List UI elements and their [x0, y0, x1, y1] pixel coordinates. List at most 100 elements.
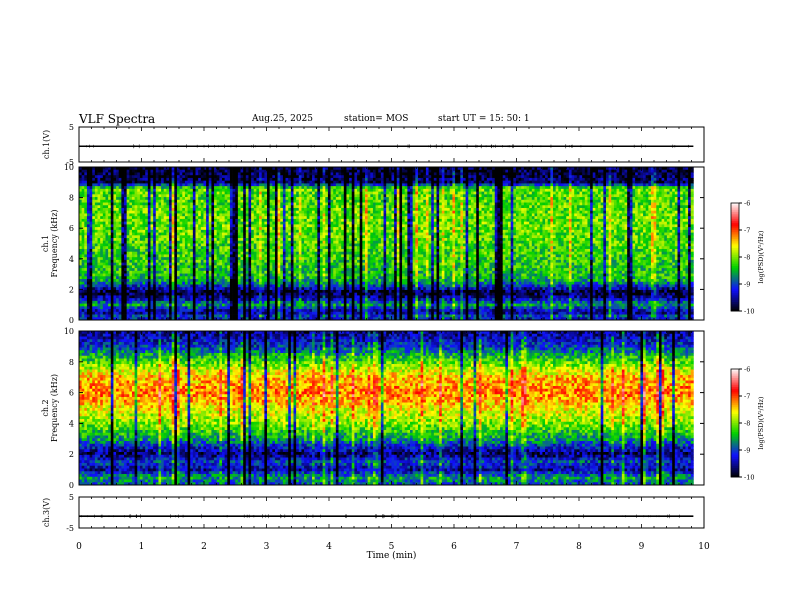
spectrogram-cell: [126, 248, 130, 253]
spectrogram-cell: [256, 199, 260, 203]
spectrogram-cell: [269, 221, 273, 225]
spectrogram-cell: [118, 177, 122, 182]
spectrogram-cell: [94, 199, 98, 203]
spectrogram-cell: [251, 311, 255, 315]
spectrogram-cell: [81, 232, 85, 236]
spectrogram-cell: [89, 259, 93, 263]
spectrogram-cell: [298, 169, 302, 173]
spectrogram-cell: [208, 270, 212, 274]
spectrogram-cell: [195, 177, 199, 182]
spectrogram-cell: [277, 221, 281, 225]
spectrogram-cell: [272, 273, 276, 277]
spectrogram-cell: [227, 202, 231, 206]
spectrogram-cell: [145, 238, 149, 242]
spectrogram-cell: [110, 218, 114, 222]
spectrogram-cell: [145, 224, 149, 228]
spectrogram-cell: [261, 298, 265, 302]
spectrogram-cell: [248, 191, 252, 195]
spectrogram-cell: [251, 298, 255, 302]
spectrogram-cell: [256, 246, 260, 250]
spectrogram-cell: [176, 197, 180, 201]
spectrogram-cell: [293, 254, 297, 258]
spectrogram-cell: [288, 268, 292, 272]
spectrogram-cell: [145, 295, 149, 299]
spectrogram-cell: [224, 295, 228, 299]
spectrogram-cell: [171, 186, 175, 190]
spectrogram-cell: [261, 205, 265, 209]
spectrogram-cell: [79, 205, 82, 209]
spectrogram-cell: [253, 180, 257, 184]
spectrogram-cell: [105, 210, 109, 214]
spectrogram-cell: [192, 287, 196, 291]
spectrogram-cells: [79, 167, 694, 321]
spectrogram-cell: [174, 287, 178, 291]
spectrogram-cell: [208, 202, 212, 206]
spectrogram-cell: [190, 259, 194, 263]
spectrogram-cell: [166, 295, 170, 299]
spectrogram-cell: [224, 224, 228, 228]
spectrogram-cell: [240, 188, 244, 192]
spectrogram-cell: [187, 188, 191, 192]
spectrogram-cell: [259, 281, 263, 285]
spectrogram-cell: [134, 303, 138, 307]
spectrogram-cell: [290, 287, 294, 291]
spectrogram-cell: [121, 292, 125, 296]
spectrogram-cell: [169, 287, 173, 291]
spectrogram-cell: [142, 309, 146, 313]
spectrogram-cell: [184, 259, 188, 263]
spectrogram-cell: [224, 180, 228, 184]
spectrogram-cell: [110, 186, 114, 190]
spectrogram-cell: [229, 177, 233, 182]
spectrogram-cell: [126, 183, 130, 187]
spectrogram-cell: [264, 213, 268, 217]
spectrogram-cell: [179, 273, 183, 277]
spectrogram-cell: [229, 311, 233, 315]
spectrogram-cell: [293, 191, 297, 195]
spectrogram-cell: [129, 287, 133, 291]
spectrogram-cell: [282, 270, 286, 274]
spectrogram-cell: [232, 188, 236, 192]
spectrogram-cell: [274, 243, 278, 247]
spectrogram-cell: [290, 295, 294, 299]
spectrogram-cell: [235, 309, 239, 313]
spectrogram-cell: [296, 298, 300, 302]
spectrogram-cell: [182, 317, 186, 321]
spectrogram-cell: [293, 197, 297, 201]
spectrogram-cell: [92, 265, 96, 269]
spectrogram-cell: [110, 311, 114, 315]
spectrogram-cell: [169, 292, 173, 296]
spectrogram-cell: [274, 298, 278, 302]
spectrogram-cell: [282, 281, 286, 285]
spectrogram-cell: [298, 202, 302, 206]
spectrogram-cell: [100, 317, 104, 321]
spectrogram-cell: [267, 251, 271, 255]
spectrogram-cell: [161, 205, 165, 209]
spectrogram-cell: [147, 224, 151, 228]
spectrogram-cell: [105, 268, 109, 272]
spectrogram-cell: [79, 240, 82, 244]
spectrogram-cell: [240, 273, 244, 277]
spectrogram-cell: [290, 210, 294, 214]
spectrogram-cell: [192, 188, 196, 192]
spectrogram-cell: [153, 279, 157, 283]
spectrogram-cell: [293, 186, 297, 190]
spectrogram-cell: [105, 216, 109, 220]
spectrogram-cell: [282, 224, 286, 228]
spectrogram-cell: [171, 317, 175, 321]
spectrogram-cell: [274, 221, 278, 225]
spectrogram-cell: [206, 207, 210, 212]
spectrogram-cell: [97, 169, 101, 173]
spectrogram-cell: [298, 199, 302, 203]
spectrogram-cell: [200, 224, 204, 228]
spectrogram-cell: [267, 243, 271, 247]
spectrogram-cell: [129, 317, 133, 321]
spectrogram-cell: [261, 273, 265, 277]
spectrogram-cell: [116, 191, 120, 195]
spectrogram-cell: [296, 259, 300, 263]
spectrogram-cell: [110, 202, 114, 206]
spectrogram-cell: [131, 287, 135, 291]
spectrogram-cell: [134, 306, 138, 310]
spectrogram-cell: [251, 188, 255, 192]
spectrogram-cell: [285, 188, 289, 192]
spectrogram-cell: [105, 306, 109, 310]
